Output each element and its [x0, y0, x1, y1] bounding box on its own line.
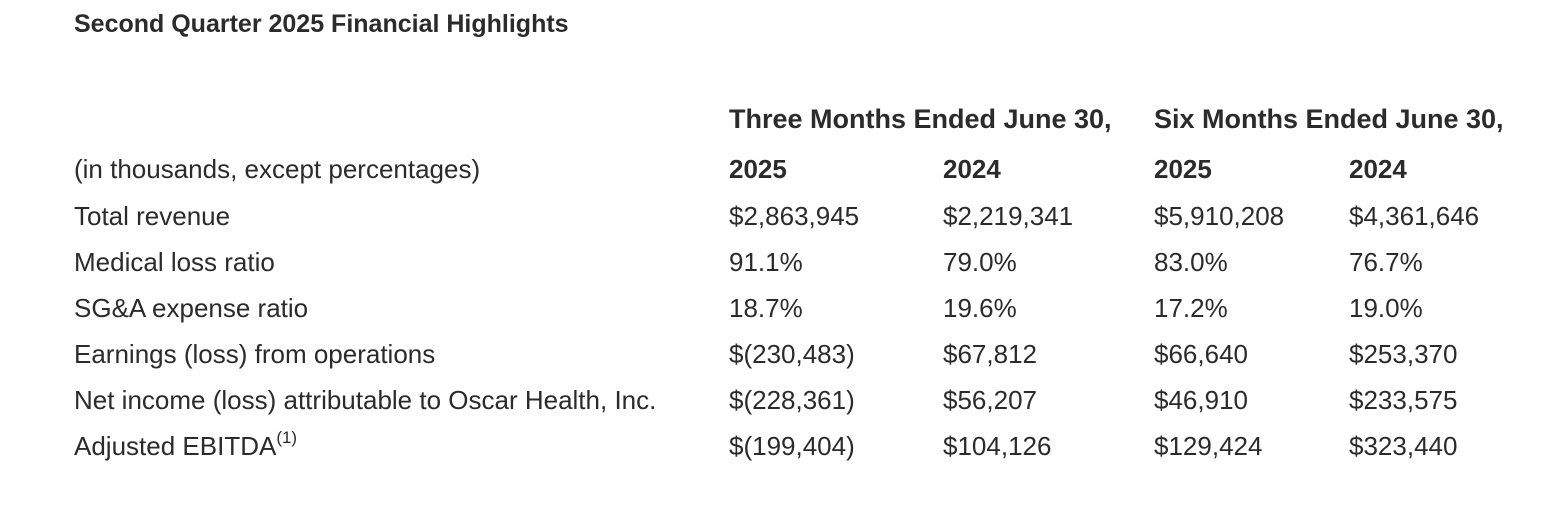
cell-h1-2025: $129,424 — [1154, 431, 1263, 461]
cell-q2-2024: $56,207 — [943, 385, 1037, 415]
row-label: Medical loss ratio — [74, 247, 275, 277]
table-row-net-income: Net income (loss) attributable to Oscar … — [0, 383, 1564, 429]
table-row-total-revenue: Total revenue $2,863,945 $2,219,341 $5,9… — [0, 199, 1564, 245]
cell-q2-2025: $(199,404) — [729, 431, 855, 461]
cell-h1-2025: 83.0% — [1154, 247, 1228, 277]
column-header-q2-2024: 2024 — [943, 154, 1001, 184]
cell-h1-2024: 76.7% — [1349, 247, 1423, 277]
table-row-adjusted-ebitda: Adjusted EBITDA(1) $(199,404) $104,126 $… — [0, 429, 1564, 475]
column-header-h1-2024: 2024 — [1349, 154, 1407, 184]
page-title: Second Quarter 2025 Financial Highlights — [74, 10, 569, 38]
cell-h1-2025: $5,910,208 — [1154, 201, 1285, 231]
column-header-h1-2025: 2025 — [1154, 154, 1212, 184]
cell-q2-2024: $67,812 — [943, 339, 1037, 369]
cell-q2-2025: 91.1% — [729, 247, 803, 277]
row-label-text: Adjusted EBITDA — [74, 431, 277, 461]
row-label: Adjusted EBITDA(1) — [74, 429, 297, 463]
cell-h1-2024: 19.0% — [1349, 293, 1423, 323]
cell-h1-2024: $4,361,646 — [1349, 201, 1480, 231]
group-header-three-months: Three Months Ended June 30, — [729, 104, 1112, 134]
cell-h1-2025: $66,640 — [1154, 339, 1248, 369]
cell-h1-2024: $253,370 — [1349, 339, 1458, 369]
column-header-q2-2025: 2025 — [729, 154, 787, 184]
cell-h1-2024: $233,575 — [1349, 385, 1458, 415]
table-row-sga-expense-ratio: SG&A expense ratio 18.7% 19.6% 17.2% 19.… — [0, 291, 1564, 337]
table-row-earnings-from-operations: Earnings (loss) from operations $(230,48… — [0, 337, 1564, 383]
group-header-six-months: Six Months Ended June 30, — [1154, 104, 1504, 134]
cell-h1-2025: $46,910 — [1154, 385, 1248, 415]
cell-q2-2025: 18.7% — [729, 293, 803, 323]
cell-h1-2025: 17.2% — [1154, 293, 1228, 323]
cell-q2-2024: 79.0% — [943, 247, 1017, 277]
cell-q2-2024: $104,126 — [943, 431, 1052, 461]
row-label: Total revenue — [74, 201, 231, 231]
footnote-marker: (1) — [276, 428, 298, 448]
cell-q2-2025: $(230,483) — [729, 339, 855, 369]
row-label: SG&A expense ratio — [74, 293, 309, 323]
cell-q2-2025: $(228,361) — [729, 385, 855, 415]
row-label: Earnings (loss) from operations — [74, 339, 436, 369]
units-label: (in thousands, except percentages) — [74, 154, 481, 184]
cell-q2-2024: $2,219,341 — [943, 201, 1074, 231]
cell-q2-2024: 19.6% — [943, 293, 1017, 323]
table-row-medical-loss-ratio: Medical loss ratio 91.1% 79.0% 83.0% 76.… — [0, 245, 1564, 291]
cell-h1-2024: $323,440 — [1349, 431, 1458, 461]
table-header-row: (in thousands, except percentages) 2025 … — [0, 152, 1564, 198]
row-label: Net income (loss) attributable to Oscar … — [74, 385, 657, 415]
cell-q2-2025: $2,863,945 — [729, 201, 860, 231]
